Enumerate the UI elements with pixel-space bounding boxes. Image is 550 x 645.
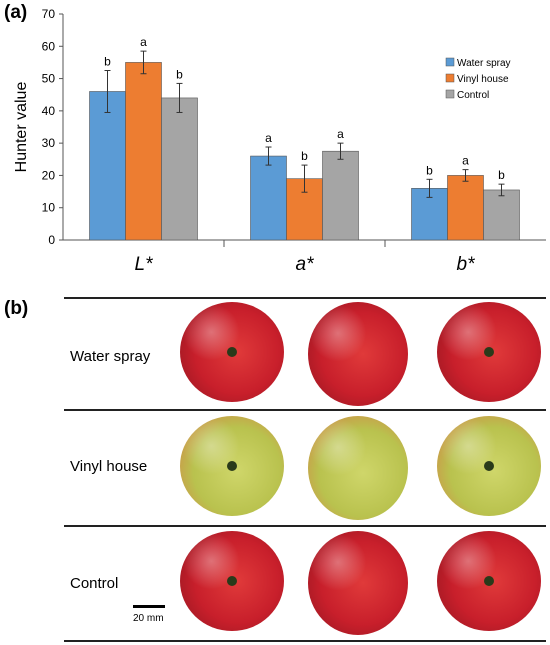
y-tick-label: 30 [42,136,56,150]
chart-axes: 0 10 20 30 40 50 60 70 Hunter value L* a* b* [13,7,546,275]
apple-photo [180,531,284,631]
apple-photo [308,416,408,520]
y-tick-label: 60 [42,39,56,53]
chart-bars: b a b a b a b a b [89,35,520,241]
apple-photo [437,416,541,516]
chart-legend: Water spray Vinyl house Control [445,57,511,101]
significance-letter: a [337,127,344,141]
bar [250,155,287,241]
significance-letter: a [265,131,272,145]
bar [322,150,359,241]
row-label-control: Control [70,575,119,592]
legend-swatch [445,73,455,83]
apple-calyx [227,347,237,357]
significance-letter: b [176,67,183,81]
table-rule-top [64,297,546,299]
significance-letter: b [301,149,308,163]
significance-letter: b [104,55,111,69]
table-rule-1 [64,409,546,411]
table-rule-2 [64,525,546,527]
legend-swatch [445,57,455,67]
legend-label: Water spray [457,58,511,69]
apple-calyx [484,347,494,357]
panel-label-b: (b) [4,298,29,319]
bar-chart: 0 10 20 30 40 50 60 70 Hunter value L* a* b* b a b a b a… [13,7,546,275]
apple-photo [180,302,284,402]
y-tick-label: 0 [48,233,55,247]
significance-letter: a [462,154,469,168]
apple-photo [308,302,408,406]
apple-photo [437,302,541,402]
panel-label-a: (a) [4,2,28,23]
bar [161,97,198,241]
scale-bar [133,605,165,608]
x-tick-label: L* [135,254,154,275]
bar [483,189,520,241]
x-tick-label: b* [457,254,476,275]
y-tick-label: 40 [42,104,56,118]
y-tick-label: 10 [42,201,56,215]
apple-photo [308,531,408,635]
significance-letter: b [498,168,505,182]
legend-label: Vinyl house [457,74,509,85]
apple-photo [180,416,284,516]
table-rule-bottom [64,640,546,642]
row-label-water-spray: Water spray [70,348,151,365]
apple-calyx [227,576,237,586]
bar [125,62,162,241]
apple-calyx [227,461,237,471]
apple-calyx [484,461,494,471]
row-label-vinyl-house: Vinyl house [70,458,148,475]
y-tick-label: 50 [42,72,56,86]
y-axis-label: Hunter value [13,82,30,173]
bar [89,91,126,241]
y-tick-label: 20 [42,168,56,182]
legend-swatch [445,89,455,99]
legend-label: Control [457,90,489,101]
y-tick-label: 70 [42,7,56,21]
bar [447,175,484,241]
scale-bar-label: 20 mm [133,613,164,624]
apple-photo [437,531,541,631]
significance-letter: b [426,163,433,177]
significance-letter: a [140,35,147,49]
apple-calyx [484,576,494,586]
x-tick-label: a* [296,254,315,275]
